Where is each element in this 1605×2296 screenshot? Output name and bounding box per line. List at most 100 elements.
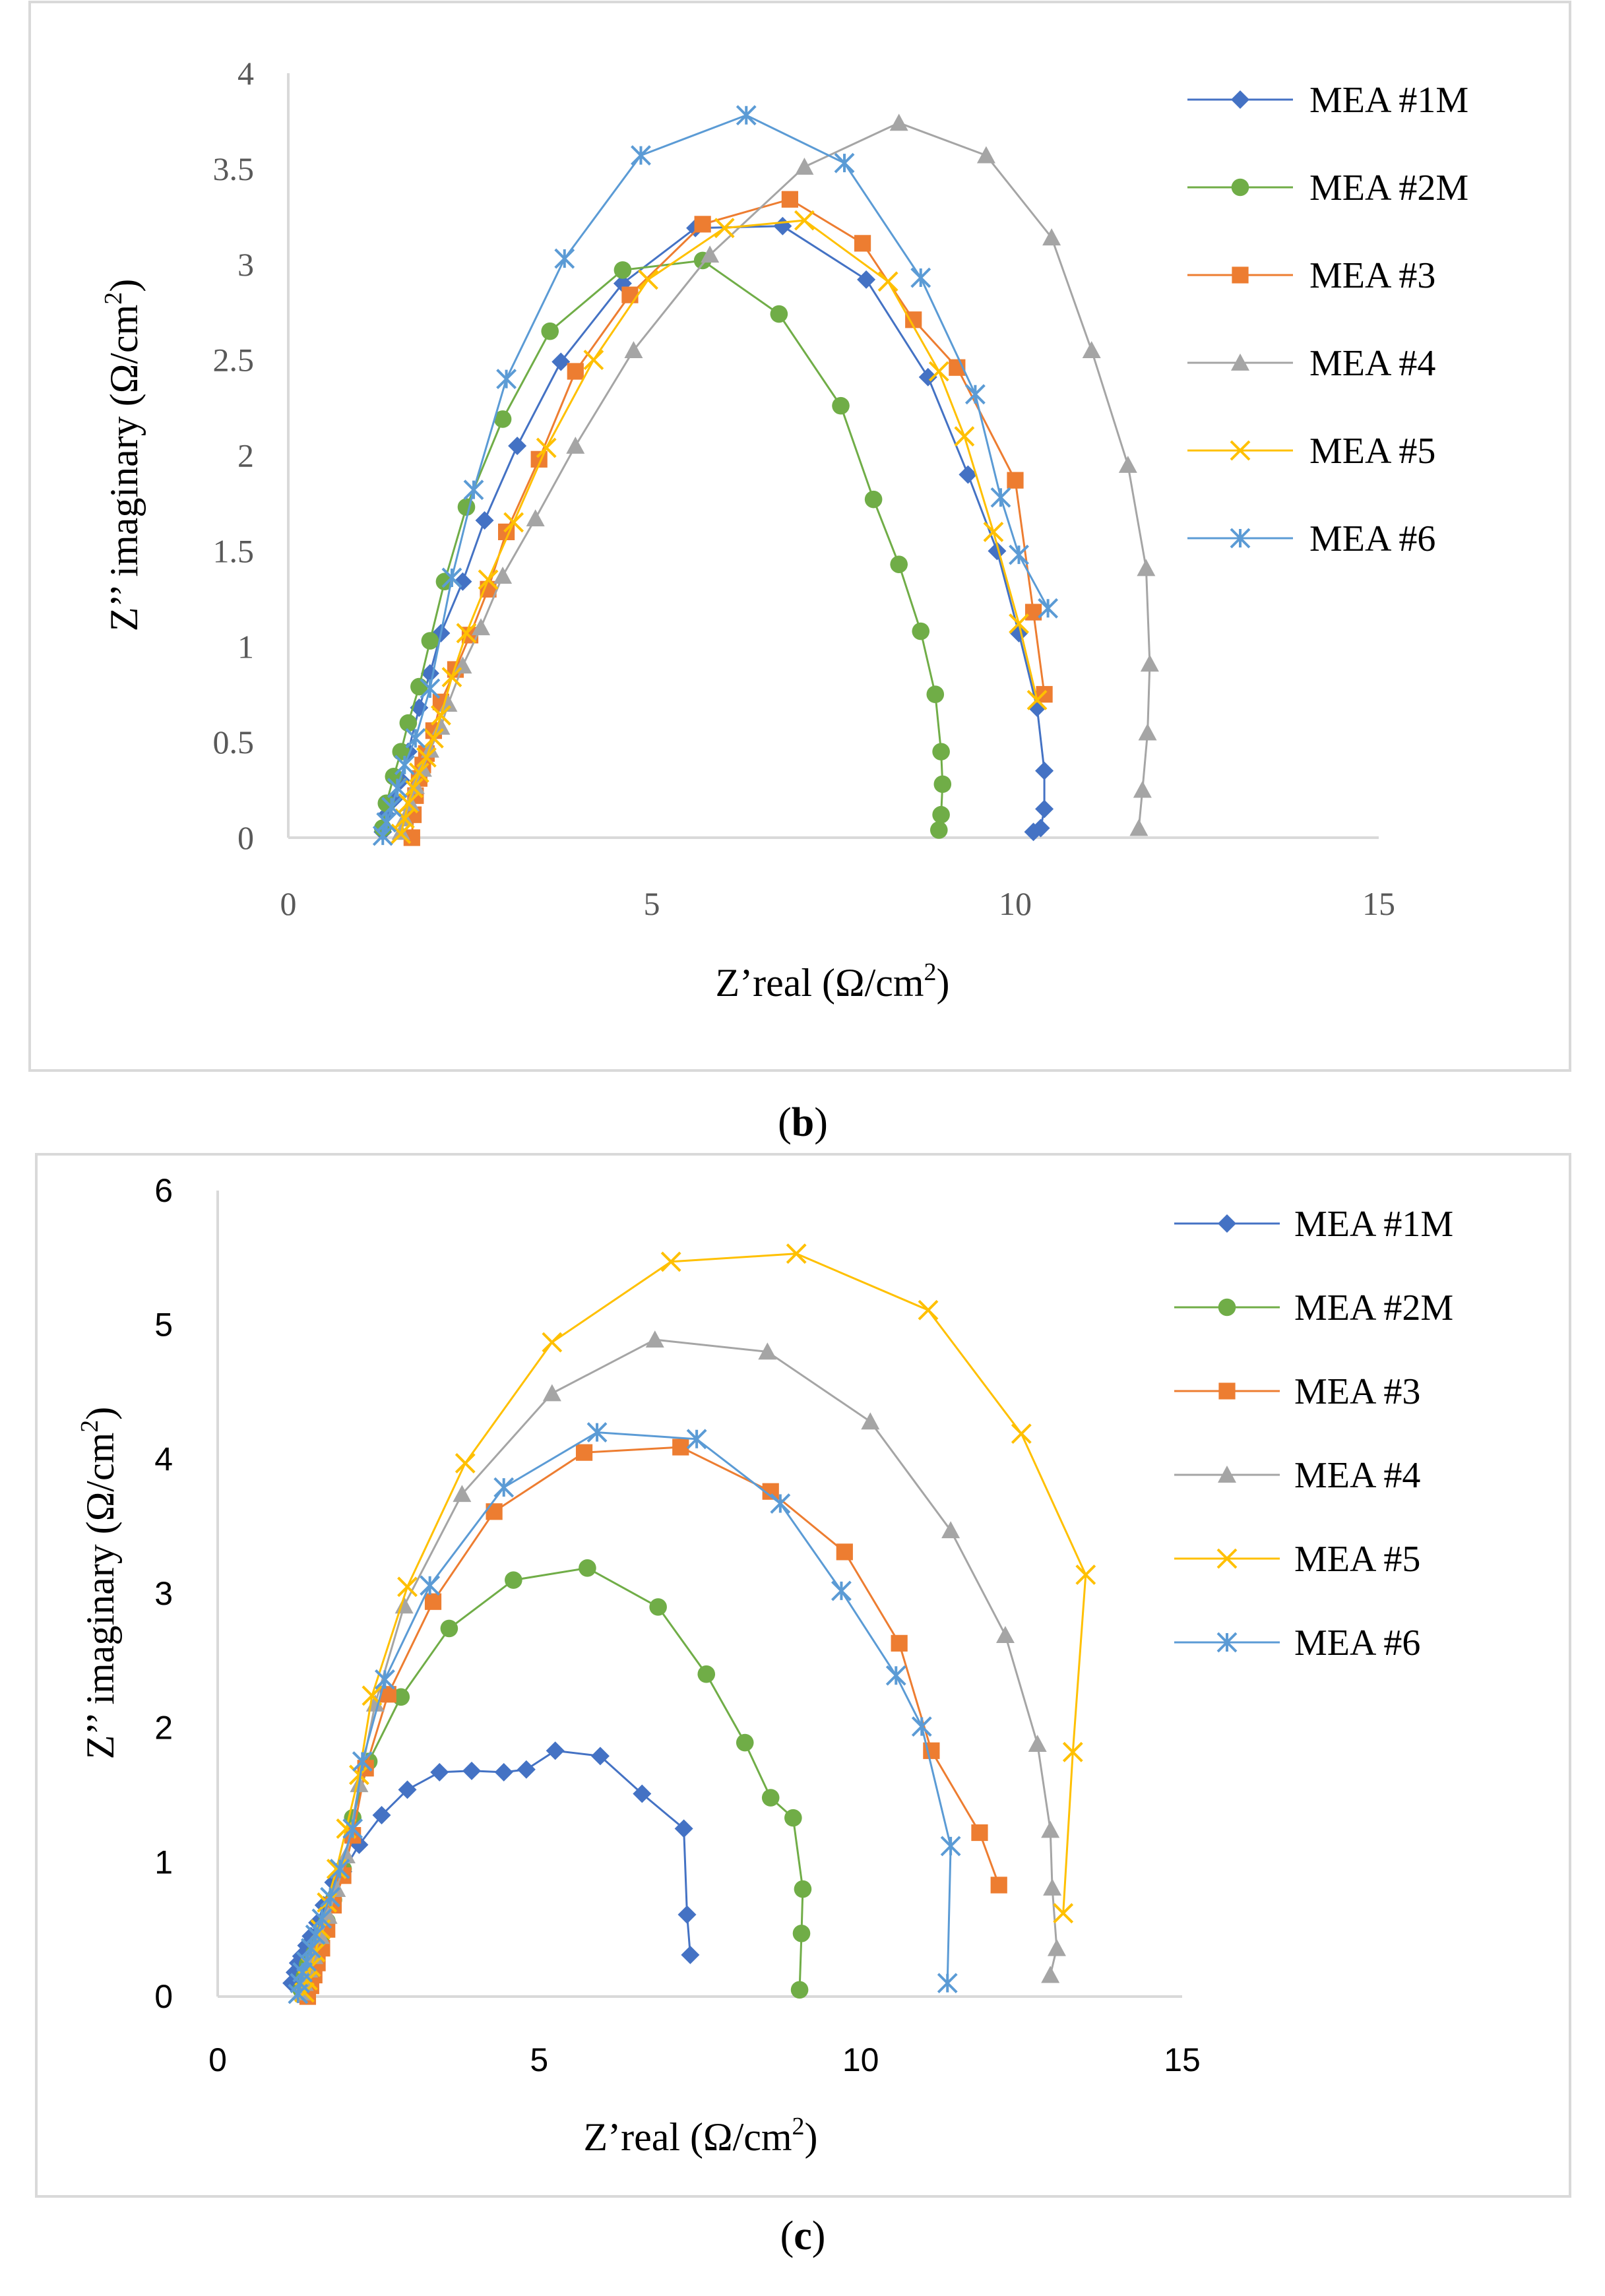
chart-c-x-axis-label: Z’real (Ω/cm2): [583, 2113, 817, 2159]
chart-c-y-tick-labels: 0 1 2 3 4 5 6: [154, 1172, 173, 2015]
legend-entry-mea-3: MEA #3: [1174, 1371, 1420, 1412]
data-point-mea-5: [536, 437, 557, 458]
legend-entry-mea-4: MEA #4: [1187, 343, 1435, 384]
data-point-mea-4: [1041, 1820, 1060, 1838]
y-tick-label: 1.5: [213, 532, 255, 569]
chart-b-series: [372, 105, 1159, 846]
data-point-mea-6: [320, 1886, 340, 1908]
data-point-mea-5: [317, 1892, 338, 1913]
chart-c-frame: [35, 1153, 1571, 2198]
legend-entry-mea-3: MEA #3: [1187, 255, 1435, 296]
legend-marker-mea-1m: [1218, 1214, 1236, 1233]
data-point-mea-4: [645, 1330, 664, 1348]
x-tick-label: 0: [208, 2041, 227, 2078]
data-point-mea-1m: [677, 1905, 697, 1924]
data-point-mea-2m: [926, 685, 945, 703]
data-point-mea-5: [391, 823, 412, 844]
data-point-mea-4: [1028, 1735, 1047, 1753]
data-point-mea-4: [701, 245, 720, 263]
legend-marker-mea-5: [1230, 440, 1251, 461]
legend-label-mea-2m: MEA #2M: [1309, 168, 1468, 208]
data-point-mea-3: [971, 1824, 988, 1842]
legend-marker-mea-2m: [1218, 1298, 1236, 1317]
legend-marker-mea-1m: [1231, 90, 1249, 109]
x-tick-label: 10: [999, 885, 1032, 922]
legend-label-mea-3: MEA #3: [1294, 1371, 1420, 1412]
data-point-mea-2m: [399, 714, 418, 732]
data-point-mea-4: [472, 618, 491, 636]
data-point-mea-2m: [761, 1789, 780, 1807]
data-point-mea-1m: [959, 465, 978, 484]
data-point-mea-6: [554, 248, 575, 269]
data-point-mea-1m: [546, 1741, 565, 1760]
data-point-mea-5: [1062, 1741, 1083, 1762]
data-point-mea-6: [911, 1716, 932, 1737]
data-point-mea-5: [398, 793, 419, 814]
data-point-mea-5: [431, 705, 451, 726]
data-point-mea-5: [928, 361, 949, 382]
data-point-mea-6: [496, 369, 517, 390]
data-point-mea-5: [794, 210, 815, 231]
data-point-mea-2m: [794, 1880, 812, 1898]
legend-marker-mea-6: [1216, 1632, 1238, 1653]
data-point-mea-1m: [494, 1762, 513, 1782]
data-point-mea-2m: [392, 1688, 410, 1706]
x-tick-label: 15: [1164, 2041, 1201, 2078]
legend-entry-mea-6: MEA #6: [1174, 1623, 1420, 1663]
data-point-mea-6: [394, 755, 415, 776]
chart-b-x-tick-labels: 0 5 10 15: [280, 885, 1396, 922]
data-point-mea-6: [300, 1938, 321, 1959]
data-point-mea-2m: [435, 573, 454, 591]
data-point-mea-2m: [770, 305, 788, 323]
y-tick-label: 3: [237, 246, 254, 283]
data-point-mea-5: [1009, 613, 1029, 634]
data-point-mea-4: [861, 1412, 880, 1430]
data-point-mea-5: [478, 569, 499, 590]
legend-label-mea-2m: MEA #2M: [1294, 1288, 1453, 1328]
data-point-mea-2m: [421, 632, 439, 650]
chart-b-y-axis-label: Z’’ imaginary (Ω/cm2): [100, 279, 146, 631]
data-point-mea-6: [441, 567, 462, 588]
data-point-mea-4: [1137, 559, 1156, 576]
y-tick-label: 1: [237, 628, 254, 665]
data-point-mea-3: [575, 1444, 593, 1461]
data-point-mea-6: [1038, 598, 1059, 619]
data-point-mea-4: [1140, 654, 1159, 672]
data-point-mea-5: [455, 1453, 476, 1474]
legend-entry-mea-2m: MEA #2M: [1174, 1288, 1453, 1328]
data-point-mea-1m: [633, 1784, 652, 1803]
data-point-mea-1m: [674, 1819, 693, 1838]
y-tick-label: 2: [237, 437, 254, 474]
y-tick-label: 5: [154, 1307, 173, 1344]
data-point-mea-6: [342, 1818, 363, 1839]
data-point-mea-6: [940, 1836, 961, 1857]
legend-label-mea-3: MEA #3: [1309, 255, 1435, 296]
legend-marker-mea-2m: [1231, 178, 1249, 197]
data-point-mea-6: [586, 1422, 608, 1443]
x-tick-label: 5: [530, 2041, 548, 2078]
legend-marker-mea-5: [1216, 1548, 1238, 1569]
data-point-mea-4: [624, 341, 643, 359]
data-point-mea-1m: [430, 1762, 449, 1782]
legend-entry-mea-5: MEA #5: [1187, 431, 1435, 472]
legend-marker-mea-3: [1232, 266, 1249, 284]
chart-c-y-axis-label: Z’’ imaginary (Ω/cm2): [76, 1407, 122, 1759]
data-point-mea-4: [542, 1384, 561, 1402]
data-point-mea-6: [910, 267, 931, 288]
series-mea-6: [372, 105, 1059, 846]
data-point-mea-5: [1075, 1565, 1096, 1585]
data-point-mea-2m: [784, 1809, 802, 1827]
legend-entry-mea-2m: MEA #2M: [1187, 168, 1468, 208]
data-point-mea-5: [954, 426, 975, 447]
x-tick-label: 5: [644, 885, 660, 922]
data-point-mea-5: [542, 1332, 563, 1353]
series-mea-6: [288, 1422, 961, 2004]
legend-label-mea-5: MEA #5: [1294, 1539, 1420, 1580]
data-point-mea-1m: [857, 270, 876, 289]
y-tick-label: 1: [154, 1844, 173, 1880]
data-point-mea-4: [566, 437, 585, 454]
data-point-mea-5: [441, 667, 462, 688]
data-point-mea-1m: [475, 511, 494, 530]
